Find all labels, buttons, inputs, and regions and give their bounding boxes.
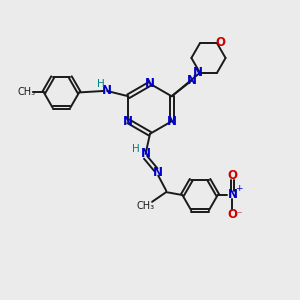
Text: ⁻: ⁻ <box>236 210 242 220</box>
Text: H: H <box>97 80 104 89</box>
Text: CH₃: CH₃ <box>17 87 35 98</box>
Text: N: N <box>187 74 197 87</box>
Text: CH₃: CH₃ <box>136 201 154 211</box>
Text: N: N <box>227 188 237 201</box>
Text: O: O <box>215 36 225 49</box>
Text: N: N <box>193 66 202 79</box>
Text: N: N <box>102 85 112 98</box>
Text: N: N <box>141 147 151 160</box>
Text: H: H <box>132 143 140 154</box>
Text: N: N <box>167 115 177 128</box>
Text: N: N <box>145 77 155 90</box>
Text: O: O <box>227 208 237 221</box>
Text: +: + <box>235 184 242 193</box>
Text: N: N <box>123 115 133 128</box>
Text: N: N <box>153 166 163 178</box>
Text: O: O <box>227 169 237 182</box>
